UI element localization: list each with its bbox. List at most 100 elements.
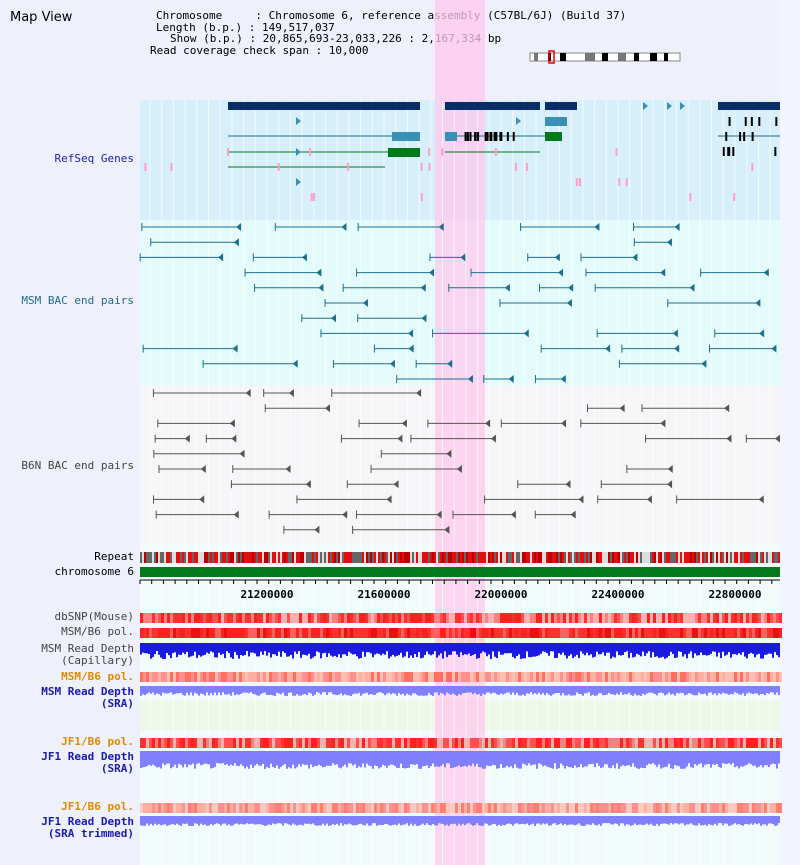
read-depth-bar bbox=[250, 686, 252, 693]
heat-cell bbox=[293, 628, 296, 638]
repeat-mark bbox=[594, 552, 596, 563]
heat-cell bbox=[290, 628, 293, 638]
heat-cell bbox=[458, 738, 461, 748]
refseq-genes-label[interactable]: RefSeq Genes bbox=[54, 152, 134, 165]
read-depth-bar bbox=[706, 686, 708, 696]
bac-end-pair bbox=[467, 375, 473, 383]
read-depth-bar bbox=[492, 751, 494, 765]
read-depth-bar bbox=[262, 816, 264, 826]
read-depth-bar bbox=[150, 686, 152, 694]
heat-cell bbox=[194, 613, 197, 623]
heat-cell bbox=[440, 613, 443, 623]
heat-cell bbox=[419, 738, 422, 748]
read-depth-bar bbox=[294, 643, 296, 652]
repeat-mark bbox=[252, 552, 254, 563]
read-depth-bar bbox=[558, 643, 560, 654]
heat-cell bbox=[671, 803, 674, 813]
gene-feature bbox=[489, 132, 492, 141]
read-depth-bar bbox=[462, 751, 464, 767]
heat-cell bbox=[323, 738, 326, 748]
heat-cell bbox=[512, 672, 515, 682]
repeat-mark bbox=[260, 552, 262, 563]
read-depth-bar bbox=[674, 643, 676, 658]
read-depth-bar bbox=[362, 751, 364, 764]
bac-end-pair bbox=[485, 419, 491, 428]
read-depth-bar bbox=[412, 686, 414, 694]
read-depth-bar bbox=[438, 686, 440, 696]
heat-cell bbox=[722, 803, 725, 813]
repeat-mark bbox=[528, 552, 530, 563]
read-depth-bar bbox=[692, 686, 694, 695]
heat-cell bbox=[263, 628, 266, 638]
msm-bac-label[interactable]: MSM BAC end pairs bbox=[21, 294, 134, 307]
read-depth-bar bbox=[424, 643, 426, 656]
heat-cell bbox=[308, 628, 311, 638]
read-depth-bar bbox=[582, 816, 584, 826]
read-depth-bar bbox=[420, 686, 422, 696]
read-depth-bar bbox=[468, 686, 470, 693]
repeat-mark bbox=[248, 552, 250, 563]
read-depth-bar bbox=[568, 686, 570, 695]
read-depth-bar bbox=[692, 816, 694, 825]
repeat-mark bbox=[296, 552, 298, 563]
heat-cell bbox=[725, 803, 728, 813]
heat-cell bbox=[284, 613, 287, 623]
read-depth-bar bbox=[522, 751, 524, 764]
heat-cell bbox=[371, 738, 374, 748]
repeat-mark bbox=[692, 552, 694, 563]
heat-cell bbox=[566, 613, 569, 623]
heat-cell bbox=[728, 672, 731, 682]
bac-end-pair bbox=[408, 344, 414, 353]
heat-cell bbox=[647, 672, 650, 682]
read-depth-bar bbox=[476, 751, 478, 764]
read-depth-bar bbox=[610, 816, 612, 825]
heat-cell bbox=[176, 738, 179, 748]
read-depth-bar bbox=[284, 816, 286, 824]
heat-cell bbox=[614, 803, 617, 813]
heat-cell bbox=[779, 738, 782, 748]
heat-cell bbox=[176, 628, 179, 638]
heat-cell bbox=[587, 738, 590, 748]
repeat-mark bbox=[558, 552, 560, 563]
heat-cell bbox=[563, 803, 566, 813]
read-depth-bar bbox=[226, 686, 228, 695]
read-depth-bar bbox=[494, 686, 496, 693]
read-depth-bar bbox=[146, 751, 148, 767]
read-depth-bar bbox=[622, 816, 624, 824]
gene-feature bbox=[500, 132, 503, 141]
heat-cell bbox=[611, 738, 614, 748]
read-depth-bar bbox=[198, 816, 200, 826]
read-depth-bar bbox=[642, 816, 644, 826]
read-depth-bar bbox=[162, 816, 164, 825]
heat-cell bbox=[212, 613, 215, 623]
read-depth-bar bbox=[204, 751, 206, 764]
read-depth-bar bbox=[222, 643, 224, 654]
heat-cell bbox=[275, 672, 278, 682]
bac-end-pair bbox=[755, 299, 761, 307]
read-depth-bar bbox=[202, 643, 204, 656]
repeat-mark bbox=[772, 552, 774, 563]
heat-cell bbox=[245, 738, 248, 748]
read-depth-bar bbox=[188, 816, 190, 826]
heat-cell bbox=[767, 672, 770, 682]
heat-cell bbox=[371, 628, 374, 638]
repeat-mark bbox=[396, 552, 398, 563]
repeat-mark bbox=[192, 552, 194, 563]
read-depth-bar bbox=[192, 751, 194, 764]
heat-cell bbox=[269, 628, 272, 638]
read-depth-bar bbox=[476, 816, 478, 824]
heat-cell bbox=[725, 672, 728, 682]
read-depth-bar bbox=[324, 816, 326, 826]
heat-cell bbox=[374, 803, 377, 813]
read-depth-bar bbox=[534, 816, 536, 826]
read-depth-bar bbox=[406, 643, 408, 652]
bac-end-pair bbox=[231, 434, 237, 443]
heat-cell bbox=[533, 628, 536, 638]
b6n-bac-label[interactable]: B6N BAC end pairs bbox=[21, 459, 134, 472]
heat-cell bbox=[779, 672, 782, 682]
heat-cell bbox=[740, 613, 743, 623]
read-depth-bar bbox=[306, 643, 308, 656]
read-depth-bar bbox=[598, 643, 600, 655]
heat-cell bbox=[167, 803, 170, 813]
